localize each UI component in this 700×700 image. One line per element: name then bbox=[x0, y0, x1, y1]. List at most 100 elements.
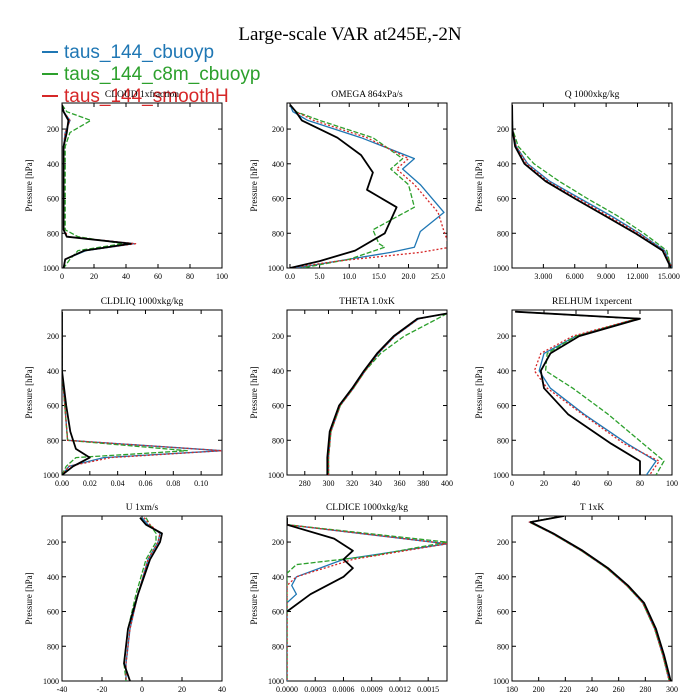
series-line bbox=[289, 104, 416, 268]
x-tick-label: 20 bbox=[178, 685, 186, 694]
panel-title: U 1xm/s bbox=[126, 503, 159, 513]
y-axis-label: Pressure [hPa] bbox=[24, 159, 34, 211]
legend: taus_144_cbuoyptaus_144_c8m_cbuoyptaus_1… bbox=[42, 42, 260, 107]
y-axis-label: Pressure [hPa] bbox=[249, 366, 259, 418]
y-tick-label: 400 bbox=[497, 573, 509, 582]
series-line bbox=[528, 516, 670, 681]
x-tick-label: 300 bbox=[666, 685, 678, 694]
plot-frame bbox=[61, 309, 223, 476]
y-tick-label: 600 bbox=[47, 608, 59, 617]
y-tick-label: 1000 bbox=[493, 264, 509, 273]
x-tick-label: 0.02 bbox=[83, 479, 97, 488]
plot-frame bbox=[511, 515, 673, 682]
x-tick-label: 100 bbox=[216, 272, 228, 281]
y-tick-label: 600 bbox=[497, 195, 509, 204]
x-tick-label: 25.0 bbox=[431, 272, 445, 281]
x-tick-label: 220 bbox=[559, 685, 571, 694]
x-tick-label: 0.0012 bbox=[389, 685, 411, 694]
y-axis-label: Pressure [hPa] bbox=[24, 366, 34, 418]
x-tick-label: -20 bbox=[97, 685, 108, 694]
y-tick-label: 800 bbox=[272, 436, 284, 445]
x-tick-label: 200 bbox=[533, 685, 545, 694]
x-tick-label: 400 bbox=[441, 479, 453, 488]
y-tick-label: 400 bbox=[272, 160, 284, 169]
series-line bbox=[123, 517, 163, 681]
series-line bbox=[125, 517, 161, 681]
panel-title: OMEGA 864xPa/s bbox=[331, 90, 403, 100]
series-line bbox=[515, 311, 660, 475]
x-tick-label: 180 bbox=[506, 685, 518, 694]
y-axis-label: Pressure [hPa] bbox=[474, 572, 484, 624]
series-line bbox=[287, 517, 354, 613]
series-line bbox=[528, 516, 670, 681]
series-line bbox=[287, 517, 447, 681]
x-tick-label: 60 bbox=[154, 272, 162, 281]
y-tick-label: 400 bbox=[497, 160, 509, 169]
series-line bbox=[515, 311, 657, 475]
y-tick-label: 600 bbox=[272, 402, 284, 411]
x-tick-label: 0.08 bbox=[166, 479, 180, 488]
plot-frame bbox=[61, 102, 223, 269]
x-tick-label: 340 bbox=[370, 479, 382, 488]
y-tick-label: 800 bbox=[497, 642, 509, 651]
series-line bbox=[123, 517, 157, 681]
series-line bbox=[529, 516, 672, 681]
x-tick-label: 280 bbox=[639, 685, 651, 694]
legend-label: taus_144_cbuoyp bbox=[64, 42, 214, 63]
x-tick-label: 360 bbox=[394, 479, 406, 488]
series-line bbox=[515, 311, 665, 475]
y-tick-label: 600 bbox=[272, 195, 284, 204]
y-tick-label: 400 bbox=[47, 160, 59, 169]
series-line bbox=[326, 312, 447, 475]
y-tick-label: 600 bbox=[47, 402, 59, 411]
series-line bbox=[528, 516, 670, 681]
x-tick-label: 0.06 bbox=[138, 479, 152, 488]
x-tick-label: 380 bbox=[417, 479, 429, 488]
x-tick-label: 80 bbox=[636, 479, 644, 488]
series-line bbox=[287, 517, 447, 681]
y-tick-label: 800 bbox=[47, 436, 59, 445]
panel-title: Q 1000xkg/kg bbox=[565, 90, 620, 100]
panel-title: CLDLIQ 1000xkg/kg bbox=[101, 297, 184, 307]
y-tick-label: 200 bbox=[272, 332, 284, 341]
y-tick-label: 200 bbox=[497, 332, 509, 341]
x-tick-label: 10.0 bbox=[342, 272, 356, 281]
figure-title: Large-scale VAR at245E,-2N bbox=[238, 24, 461, 45]
x-tick-label: 5.0 bbox=[315, 272, 325, 281]
x-tick-label: 100 bbox=[666, 479, 678, 488]
y-tick-label: 200 bbox=[272, 125, 284, 134]
series-line bbox=[512, 104, 672, 268]
x-tick-label: 0.0006 bbox=[332, 685, 354, 694]
legend-label: taus_144_c8m_cbuoyp bbox=[64, 64, 260, 85]
y-tick-label: 800 bbox=[272, 642, 284, 651]
series-line bbox=[289, 104, 447, 268]
x-tick-label: 0.0003 bbox=[304, 685, 326, 694]
x-tick-label: 0 bbox=[60, 272, 64, 281]
series-line bbox=[289, 104, 445, 268]
chart-panel: Q 1000xkg/kg Pressure [hPa] 200 400 600 800 10… bbox=[474, 90, 680, 281]
chart-panel: THETA 1.0xK Pressure [hPa] 200 400 600 800 100… bbox=[249, 297, 453, 488]
y-tick-label: 1000 bbox=[268, 677, 284, 686]
x-tick-label: 260 bbox=[613, 685, 625, 694]
y-tick-label: 200 bbox=[47, 125, 59, 134]
series-line bbox=[287, 517, 447, 681]
x-tick-label: 300 bbox=[322, 479, 334, 488]
y-tick-label: 1000 bbox=[43, 677, 59, 686]
x-tick-label: 240 bbox=[586, 685, 598, 694]
y-tick-label: 600 bbox=[272, 608, 284, 617]
panel-title: T 1xK bbox=[580, 503, 605, 513]
x-tick-label: 9.000 bbox=[597, 272, 615, 281]
y-tick-label: 400 bbox=[272, 573, 284, 582]
y-tick-label: 600 bbox=[497, 402, 509, 411]
y-tick-label: 800 bbox=[497, 229, 509, 238]
x-tick-label: 12.000 bbox=[626, 272, 648, 281]
y-axis-label: Pressure [hPa] bbox=[249, 159, 259, 211]
plot-frame bbox=[511, 102, 673, 269]
y-tick-label: 200 bbox=[47, 538, 59, 547]
chart-panel: OMEGA 864xPa/s Pressure [hPa] 200 400 600 800… bbox=[249, 90, 448, 281]
series-line bbox=[289, 104, 398, 268]
